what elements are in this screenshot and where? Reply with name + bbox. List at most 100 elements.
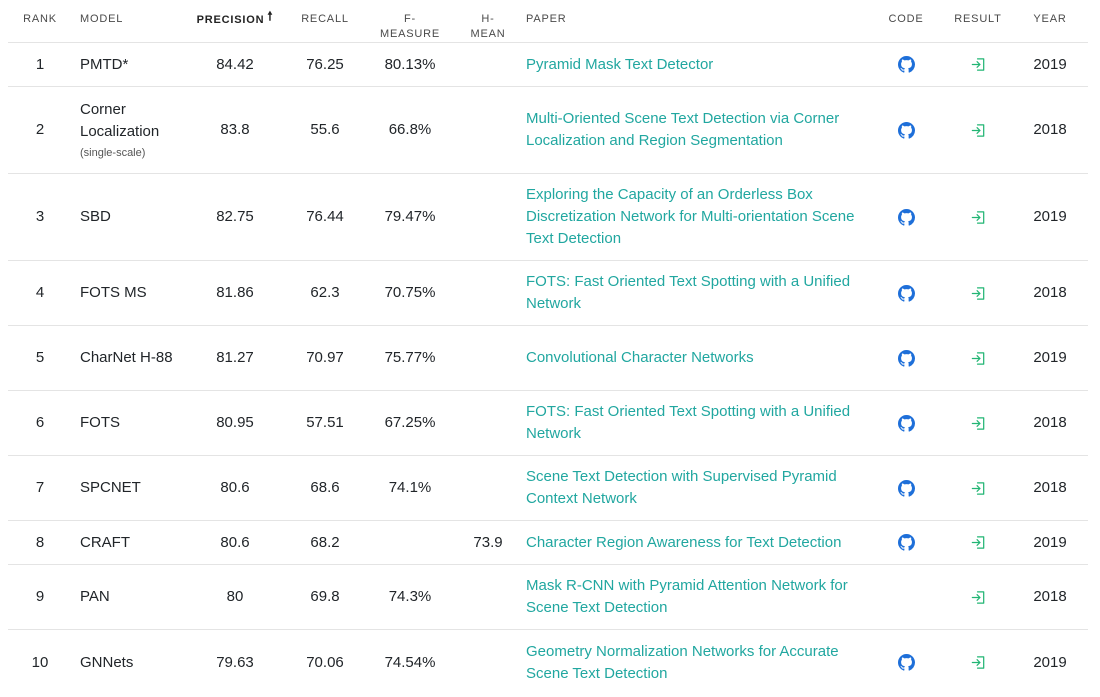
col-header-result: RESULT (954, 13, 1002, 25)
h-mean-cell (458, 629, 518, 696)
model-name[interactable]: CharNet H-88 (80, 349, 173, 366)
result-entry-icon (971, 286, 984, 300)
code-cell[interactable] (868, 390, 944, 456)
model-name[interactable]: FOTS (80, 414, 120, 431)
code-cell[interactable] (868, 86, 944, 174)
result-entry-icon (971, 590, 984, 604)
code-cell[interactable] (868, 173, 944, 261)
paper-cell: FOTS: Fast Oriented Text Spotting with a… (518, 390, 868, 456)
recall-cell: 55.6 (288, 86, 362, 174)
precision-cell: 82.75 (182, 173, 288, 261)
paper-link[interactable]: Character Region Awareness for Text Dete… (526, 533, 842, 551)
paper-cell: Character Region Awareness for Text Dete… (518, 520, 868, 565)
paper-link[interactable]: FOTS: Fast Oriented Text Spotting with a… (526, 403, 851, 442)
model-name[interactable]: FOTS MS (80, 284, 147, 301)
col-header-rank[interactable]: RANK (23, 13, 57, 25)
table-row: 8 CRAFT 80.6 68.2 73.9 Character Region Aware… (8, 520, 1088, 565)
year-cell: 2018 (1012, 86, 1088, 174)
f-measure-cell: 66.8% (362, 86, 458, 174)
precision-cell: 80.95 (182, 390, 288, 456)
paper-cell: Pyramid Mask Text Detector (518, 42, 868, 87)
model-name[interactable]: CRAFT (80, 533, 130, 551)
paper-link[interactable]: Pyramid Mask Text Detector (526, 55, 714, 73)
result-cell[interactable] (944, 325, 1012, 391)
table-row: 9 PAN 80 69.8 74.3% Mask R-CNN with Pyramid A… (8, 564, 1088, 630)
result-cell[interactable] (944, 520, 1012, 565)
col-header-recall[interactable]: RECALL (301, 13, 349, 25)
result-entry-icon (971, 58, 984, 71)
code-cell[interactable] (868, 260, 944, 326)
github-icon (897, 284, 915, 302)
code-cell[interactable] (868, 455, 944, 521)
year-cell: 2019 (1012, 629, 1088, 696)
rank-cell: 6 (8, 390, 72, 456)
result-cell[interactable] (944, 260, 1012, 326)
result-cell[interactable] (944, 173, 1012, 261)
year-cell: 2018 (1012, 390, 1088, 456)
recall-cell: 76.25 (288, 42, 362, 87)
result-cell[interactable] (944, 455, 1012, 521)
precision-cell: 81.86 (182, 260, 288, 326)
paper-link[interactable]: Multi-Oriented Scene Text Detection via … (526, 110, 840, 149)
paper-link[interactable]: Convolutional Character Networks (526, 349, 754, 366)
rank-cell: 8 (8, 520, 72, 565)
col-header-year[interactable]: YEAR (1033, 13, 1067, 25)
rank-cell: 1 (8, 42, 72, 87)
model-cell: SPCNET (72, 455, 182, 521)
result-cell[interactable] (944, 86, 1012, 174)
model-name[interactable]: SPCNET (80, 479, 141, 496)
model-cell: PAN (72, 564, 182, 630)
paper-link[interactable]: Scene Text Detection with Supervised Pyr… (526, 468, 837, 507)
model-name[interactable]: Corner Localization (80, 101, 160, 140)
f-measure-cell: 74.54% (362, 629, 458, 696)
model-cell: Corner Localization (single-scale) (72, 86, 182, 174)
github-icon (897, 56, 915, 73)
paper-cell: Scene Text Detection with Supervised Pyr… (518, 455, 868, 521)
recall-cell: 57.51 (288, 390, 362, 456)
col-header-paper: PAPER (526, 13, 567, 25)
paper-link[interactable]: FOTS: Fast Oriented Text Spotting with a… (526, 273, 851, 312)
f-measure-cell: 75.77% (362, 325, 458, 391)
result-entry-icon (971, 656, 984, 670)
code-cell[interactable] (868, 42, 944, 87)
col-header-model[interactable]: MODEL (80, 13, 124, 25)
model-name[interactable]: GNNets (80, 653, 134, 671)
table-row: 4 FOTS MS 81.86 62.3 70.75% FOTS: Fast Orient… (8, 260, 1088, 326)
model-name[interactable]: PAN (80, 588, 110, 605)
h-mean-cell: 73.9 (458, 520, 518, 565)
github-icon (897, 654, 915, 671)
recall-cell: 62.3 (288, 260, 362, 326)
h-mean-cell (458, 173, 518, 261)
rank-cell: 7 (8, 455, 72, 521)
f-measure-cell: 80.13% (362, 42, 458, 87)
col-header-f-measure[interactable]: F- MEASURE (380, 13, 440, 40)
model-name[interactable]: PMTD* (80, 55, 129, 73)
result-cell[interactable] (944, 390, 1012, 456)
paper-cell: Exploring the Capacity of an Orderless B… (518, 173, 868, 261)
code-cell[interactable] (868, 325, 944, 391)
table-row: 5 CharNet H-88 81.27 70.97 75.77% Convolution… (8, 325, 1088, 391)
result-cell[interactable] (944, 42, 1012, 87)
col-header-h-mean[interactable]: H- MEAN (470, 13, 506, 40)
precision-cell: 80.6 (182, 455, 288, 521)
recall-cell: 68.2 (288, 520, 362, 565)
code-cell[interactable] (868, 629, 944, 696)
paper-link[interactable]: Geometry Normalization Networks for Accu… (526, 642, 839, 682)
paper-link[interactable]: Mask R-CNN with Pyramid Attention Networ… (526, 577, 848, 616)
col-header-precision[interactable]: PRECISION 🠕 (182, 0, 288, 43)
result-cell[interactable] (944, 564, 1012, 630)
model-cell: CRAFT (72, 520, 182, 565)
code-cell[interactable] (868, 520, 944, 565)
result-cell[interactable] (944, 629, 1012, 696)
year-cell: 2019 (1012, 42, 1088, 87)
paper-cell: Geometry Normalization Networks for Accu… (518, 629, 868, 696)
model-name[interactable]: SBD (80, 208, 111, 225)
paper-cell: Convolutional Character Networks (518, 325, 868, 391)
leaderboard-table: RANK MODEL PRECISION 🠕 RECALL F- MEASURE … (8, 0, 1088, 696)
result-entry-icon (971, 123, 984, 137)
table-row: 3 SBD 82.75 76.44 79.47% Exploring the Capaci… (8, 173, 1088, 261)
github-icon (897, 534, 915, 551)
h-mean-cell (458, 260, 518, 326)
paper-link[interactable]: Exploring the Capacity of an Orderless B… (526, 186, 855, 247)
